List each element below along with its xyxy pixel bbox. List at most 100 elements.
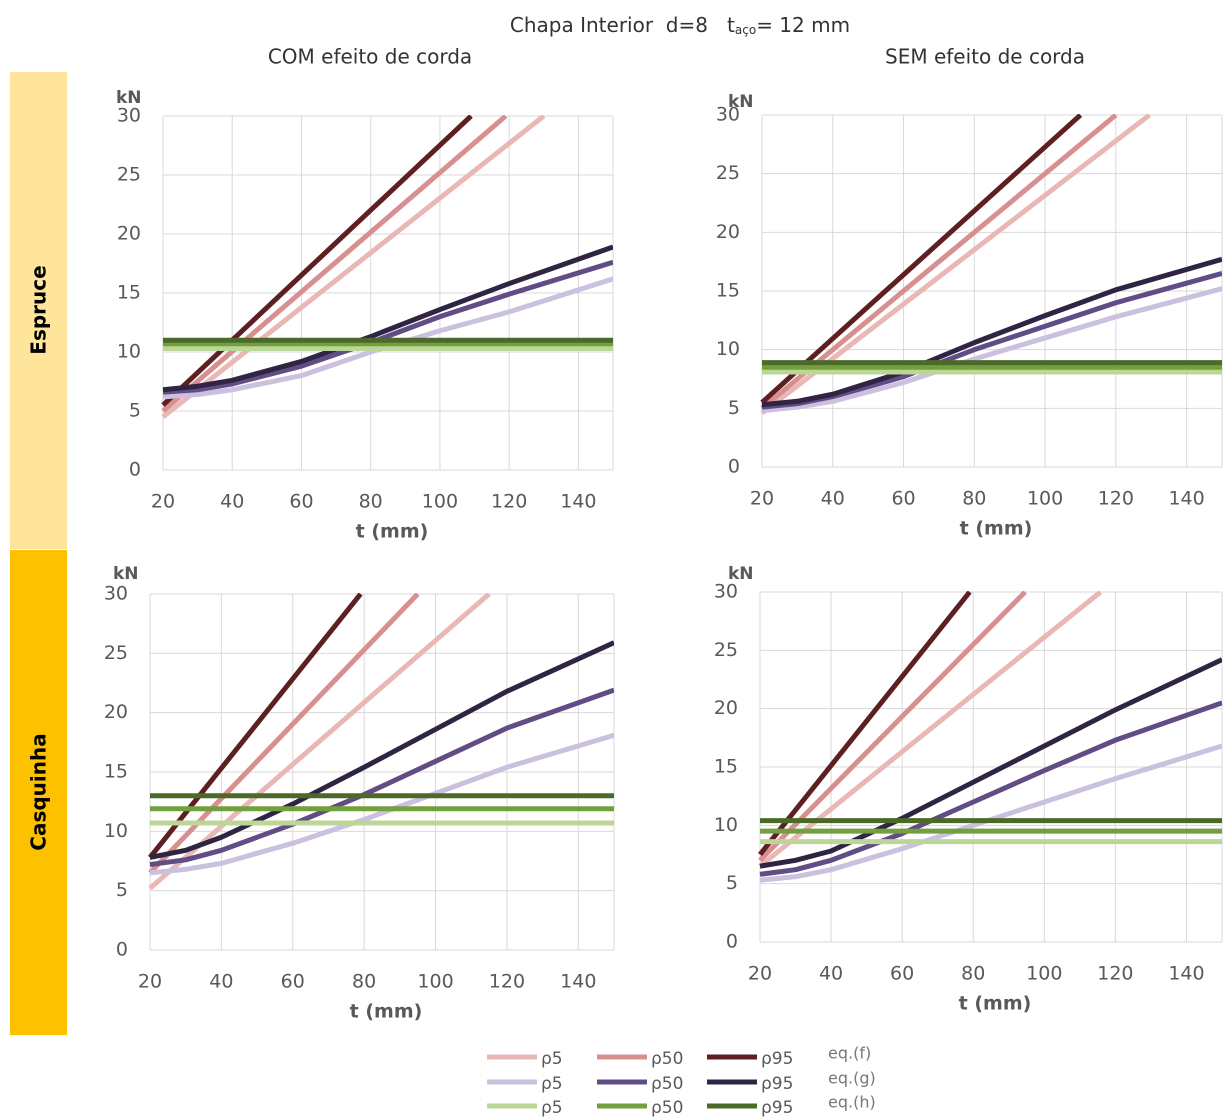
x-axis-label: t (mm) [960,518,1033,540]
x-axis-label: t (mm) [959,993,1032,1015]
x-tick-label: 60 [891,488,915,510]
legend-label: ρ5 [541,1098,563,1118]
data-line [759,743,1222,883]
x-tick-label: 40 [209,971,233,993]
data-line [161,115,473,407]
y-tick-label: 25 [714,639,738,661]
x-tick-label: 20 [750,488,774,510]
x-axis-label: t (mm) [350,1001,423,1023]
x-tick-label: 100 [417,971,453,993]
y-tick-label: 20 [714,697,738,719]
x-tick-label: 80 [962,488,986,510]
y-tick-label: 30 [716,104,740,126]
title-part: Chapa Interior d=8 [510,13,727,37]
title-sub: aço [735,23,756,37]
data-line [758,591,1027,863]
x-tick-label: 80 [961,963,985,985]
data-line [759,657,1222,869]
legend-label: ρ95 [761,1098,793,1118]
y-tick-label: 15 [716,280,740,302]
x-tick-label: 140 [1168,488,1204,510]
legend-label: ρ95 [761,1074,793,1094]
y-axis-label: kN [113,564,139,584]
y-tick-label: 0 [726,931,738,953]
y-tick-label: 30 [714,581,738,603]
plot-area [760,114,1222,416]
y-axis-label: kN [728,564,754,584]
x-tick-label: 40 [819,963,843,985]
data-line [760,114,1083,405]
main-title: Chapa Interior d=8 taço= 12 mm [510,13,850,37]
legend-label: ρ5 [541,1074,563,1094]
legend-row-label: eq.(g) [828,1069,876,1088]
x-tick-label: 80 [359,491,383,513]
y-tick-label: 5 [116,879,128,901]
legend-label: ρ50 [651,1074,683,1094]
title-part: t [727,13,735,37]
chart-title: SEM efeito de corda [885,45,1085,69]
y-tick-label: 25 [104,642,128,664]
y-tick-label: 25 [716,162,740,184]
y-tick-label: 15 [104,761,128,783]
y-tick-label: 30 [104,583,128,605]
data-line [162,276,613,400]
x-tick-label: 60 [289,491,313,513]
y-tick-label: 30 [117,105,141,127]
y-tick-label: 0 [129,459,141,481]
chart-title: COM efeito de corda [268,45,472,69]
y-tick-label: 25 [117,164,141,186]
legend-row-label: eq.(f) [828,1044,871,1063]
x-tick-label: 140 [560,491,596,513]
y-tick-label: 15 [117,282,141,304]
x-tick-label: 20 [138,971,162,993]
y-tick-label: 10 [714,814,738,836]
x-tick-label: 60 [281,971,305,993]
data-line [148,593,491,891]
data-line [149,640,614,860]
row-band [10,72,67,549]
plot-area [161,115,613,419]
row-label: Casquinha [27,733,51,850]
x-tick-label: 100 [422,491,458,513]
title-part: = 12 mm [756,13,850,37]
data-line [162,259,613,395]
y-axis-label: kN [116,88,142,108]
data-line [761,256,1222,408]
y-tick-label: 10 [716,338,740,360]
legend-label: ρ5 [541,1049,563,1069]
y-tick-label: 5 [728,397,740,419]
x-tick-label: 60 [890,963,914,985]
x-tick-label: 120 [491,491,527,513]
data-line [148,593,420,875]
data-line [760,114,1118,411]
data-line [162,244,613,393]
x-tick-label: 100 [1026,963,1062,985]
x-tick-label: 80 [352,971,376,993]
x-tick-label: 20 [151,491,175,513]
x-tick-label: 20 [748,963,772,985]
legend-label: ρ50 [651,1049,683,1069]
y-tick-label: 20 [716,221,740,243]
row-label: Espruce [27,265,51,354]
data-line [759,700,1222,877]
x-tick-label: 120 [1097,963,1133,985]
x-tick-label: 100 [1027,488,1063,510]
y-tick-label: 10 [104,820,128,842]
x-axis-label: t (mm) [356,521,429,543]
y-tick-label: 20 [117,223,141,245]
y-tick-label: 5 [726,872,738,894]
plot-area [758,591,1222,883]
y-tick-label: 0 [728,456,740,478]
x-tick-label: 140 [1168,963,1204,985]
y-tick-label: 0 [116,939,128,961]
plot-area [148,593,614,891]
legend-row-label: eq.(h) [828,1093,876,1112]
row-band [10,550,67,1035]
data-line [758,591,972,857]
y-tick-label: 5 [129,400,141,422]
legend-label: ρ50 [651,1098,683,1118]
y-tick-label: 10 [117,341,141,363]
data-line [148,593,363,860]
x-tick-label: 40 [821,488,845,510]
